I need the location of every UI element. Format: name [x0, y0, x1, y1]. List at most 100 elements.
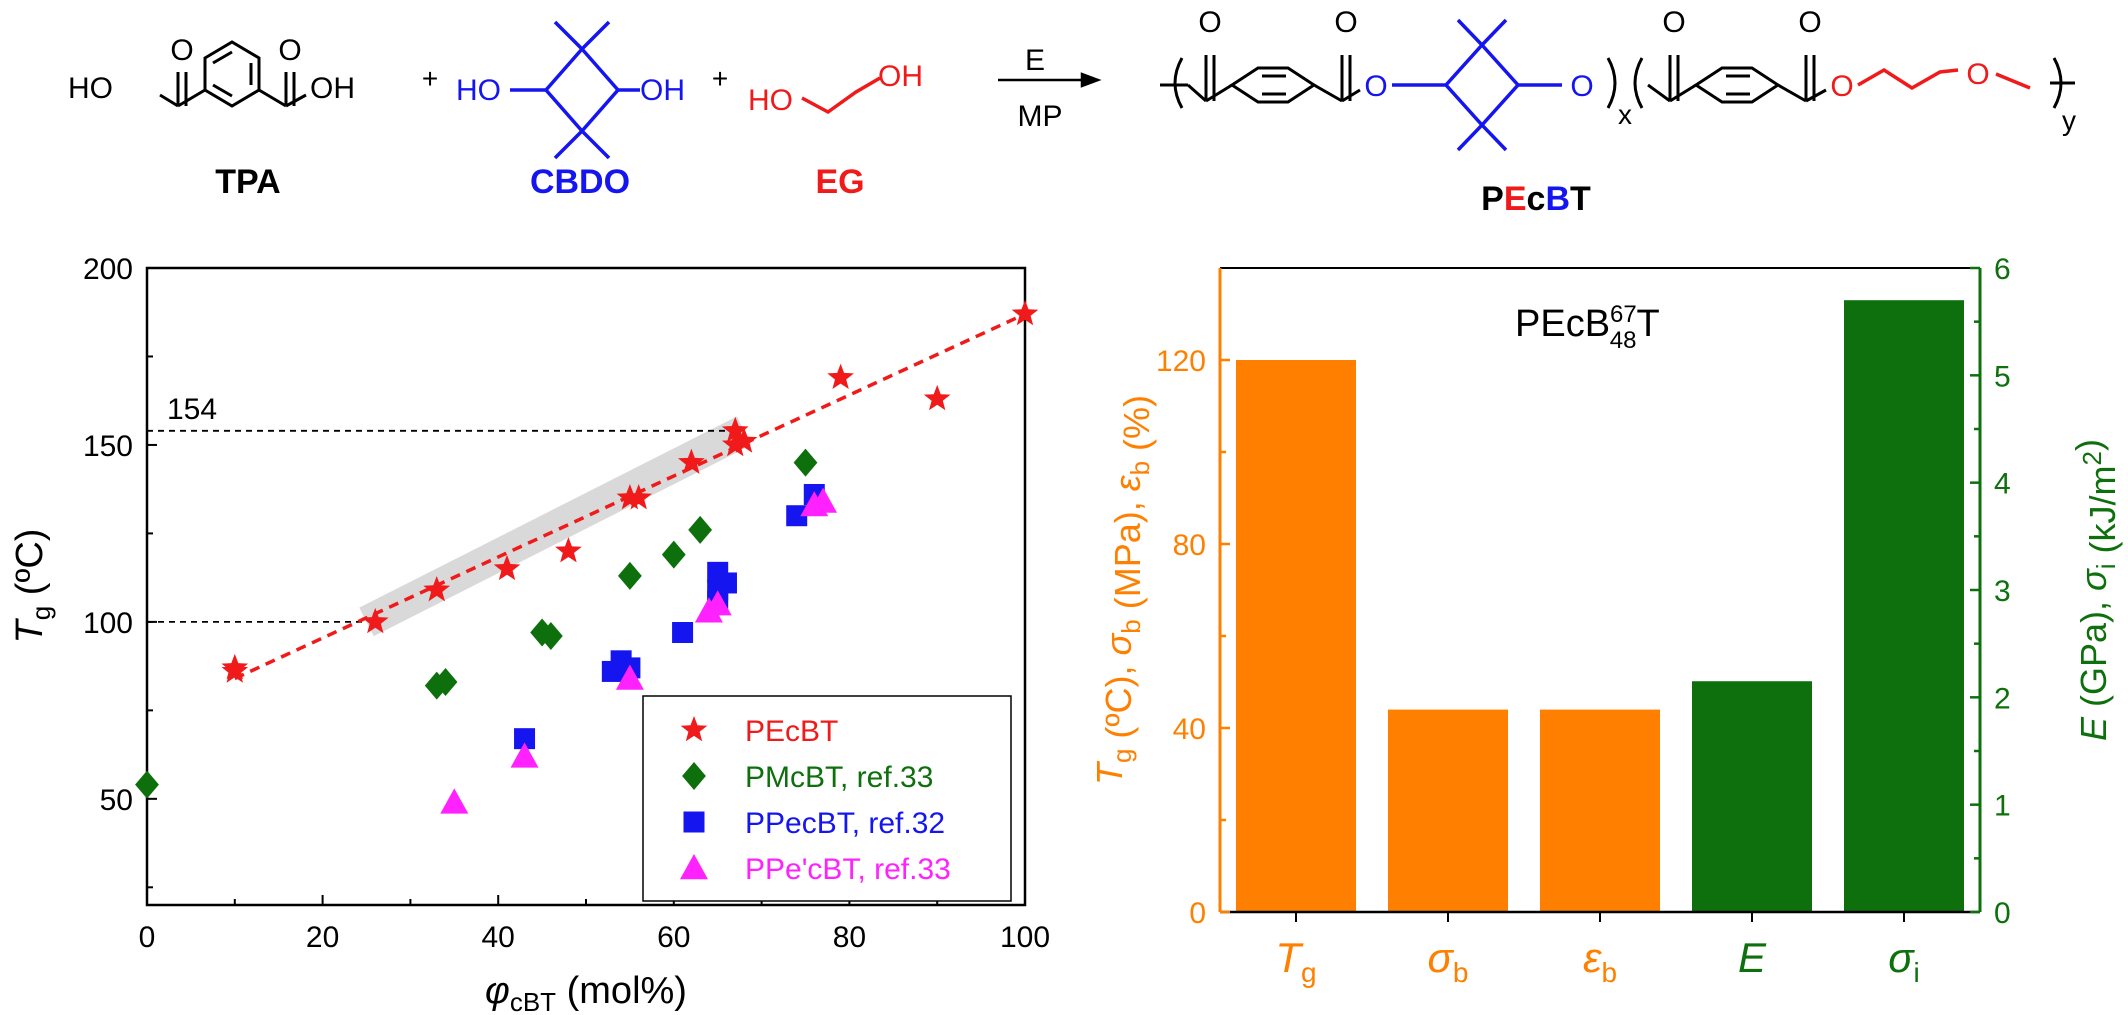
bar — [1236, 360, 1356, 912]
right-axis-tick-label: 3 — [1994, 575, 2011, 608]
tpa-carbonyl-o-left: O — [170, 34, 193, 67]
data-point-triangle — [510, 742, 539, 768]
bar-chart-title: PEcB67 48T — [1515, 301, 1660, 354]
bar-axes-ticks-layer: 0 40 80 120 0 1 2 3 4 5 6 — [1156, 253, 2011, 930]
data-point-diamond — [661, 540, 686, 569]
data-point-diamond — [688, 515, 713, 544]
y-tick-label: 150 — [83, 430, 133, 463]
data-point-triangle — [809, 487, 838, 513]
cbdo-name: CBDO — [530, 163, 630, 201]
x-tick-label: 60 — [657, 921, 690, 954]
data-point-star — [221, 653, 249, 680]
bar-chart-title-subscript: 48 — [1610, 327, 1637, 354]
left-axis-tick-label: 80 — [1173, 529, 1206, 562]
pecbt-structure-blue — [1392, 18, 1562, 152]
right-axis-tick-label: 0 — [1994, 897, 2011, 930]
plus-sign-2: + — [712, 63, 728, 94]
pecbt-structure-red — [1857, 67, 2031, 91]
x-tick-label: 40 — [482, 921, 515, 954]
data-point-square — [514, 728, 536, 750]
data-point-triangle — [615, 664, 644, 690]
left-axis-ticks-layer: 0 20 40 60 80 100 50 100 150 200 — [83, 253, 1050, 954]
data-point-star — [721, 430, 749, 457]
right-axis-tick-label: 6 — [1994, 253, 2011, 286]
plus-sign-1: + — [422, 63, 438, 94]
category-label: Tg — [1275, 934, 1316, 988]
eg-name: EG — [815, 163, 864, 201]
product-name: PEcBT — [1481, 180, 1591, 218]
x-tick-label: 100 — [1000, 921, 1050, 954]
product-carbonyl-o-2: O — [1334, 6, 1357, 39]
data-point-triangle — [703, 590, 732, 616]
y-tick-label: 100 — [83, 607, 133, 640]
cbdo-ho-label: HO — [456, 74, 501, 107]
right-axis-label: E (GPa), σi (kJ/m2) — [2068, 439, 2123, 741]
bar-chart-title-main: PEcB — [1515, 303, 1610, 345]
product-carbonyl-o-3: O — [1662, 6, 1685, 39]
data-point-square — [672, 622, 694, 644]
tg-vs-cbt-scatter-chart: 154 0 20 40 60 80 100 50 100 150 200 PEcBT PMcBT, … — [9, 253, 1050, 1015]
highlight-band-layer — [359, 416, 752, 637]
data-point-star — [827, 363, 854, 389]
data-points-layer — [135, 300, 1039, 814]
product-ester-o-3: O — [1830, 70, 1853, 103]
left-axis-tick-label: 120 — [1156, 345, 1206, 378]
data-point-star — [625, 484, 652, 510]
bar-chart-title-superscript: 67 — [1610, 301, 1637, 328]
right-axis-tick-label: 5 — [1994, 360, 2011, 393]
x-tick-label: 20 — [306, 921, 339, 954]
category-label: σb — [1428, 934, 1469, 988]
data-point-square — [715, 572, 737, 594]
arrow-label-bottom: MP — [1018, 100, 1063, 133]
data-point-star — [423, 576, 451, 602]
data-point-star — [678, 448, 705, 474]
product-ester-o-1: O — [1364, 70, 1387, 103]
reaction-arrow — [998, 72, 1102, 88]
cbdo-oh-label: OH — [640, 74, 685, 107]
y-tick-label: 200 — [83, 253, 133, 286]
pecbt-structure-black — [1160, 55, 2075, 109]
cbdo-structure — [510, 20, 640, 160]
reference-line-label: 154 — [167, 393, 217, 426]
reaction-scheme: O O HO OH TPA + HO OH CBDO + HO OH EG — [68, 6, 2076, 218]
data-point-diamond — [538, 622, 563, 651]
product-name-p: P — [1481, 180, 1504, 218]
y-axis-label-symbol: T — [9, 617, 51, 643]
bar — [1692, 681, 1812, 912]
product-carbonyl-o-1: O — [1198, 6, 1221, 39]
legend-entry-label: PMcBT, ref.33 — [745, 761, 933, 794]
y-tick-label: 50 — [100, 784, 133, 817]
legend: PEcBT PMcBT, ref.33 PPecBT, ref.32 PPe'cBT,… — [642, 695, 1012, 902]
data-point-triangle — [440, 788, 469, 814]
reference-lines-layer: 154 — [147, 393, 736, 623]
tpa-structure — [159, 40, 307, 108]
eg-structure — [801, 76, 881, 115]
data-point-star — [730, 427, 758, 453]
highlight-band — [359, 416, 752, 637]
product-subscript-x: x — [1618, 99, 1632, 130]
legend-star-marker — [680, 716, 708, 742]
x-tick-label: 0 — [139, 921, 156, 954]
left-axis-tick-label: 40 — [1173, 713, 1206, 746]
eg-oh-label: OH — [878, 60, 923, 93]
left-axis-tick-label: 0 — [1189, 897, 1206, 930]
product-name-e: E — [1504, 180, 1527, 218]
arrow-label-top: E — [1025, 44, 1045, 77]
data-point-square — [786, 505, 808, 527]
category-label: εb — [1583, 934, 1617, 988]
data-point-star — [721, 416, 749, 443]
bar — [1844, 300, 1964, 912]
legend-entry-label: PPecBT, ref.32 — [745, 807, 945, 840]
tpa-name: TPA — [215, 163, 280, 201]
product-name-t: T — [1570, 180, 1591, 218]
category-label: σi — [1888, 934, 1920, 988]
data-point-star — [1011, 300, 1039, 326]
product-subscript-y: y — [2062, 105, 2076, 136]
y-axis-label-subscript: g — [26, 606, 56, 620]
right-axis-tick-label: 2 — [1994, 682, 2011, 715]
legend-box — [642, 695, 1012, 902]
product-ester-o-4: O — [1966, 58, 1989, 91]
